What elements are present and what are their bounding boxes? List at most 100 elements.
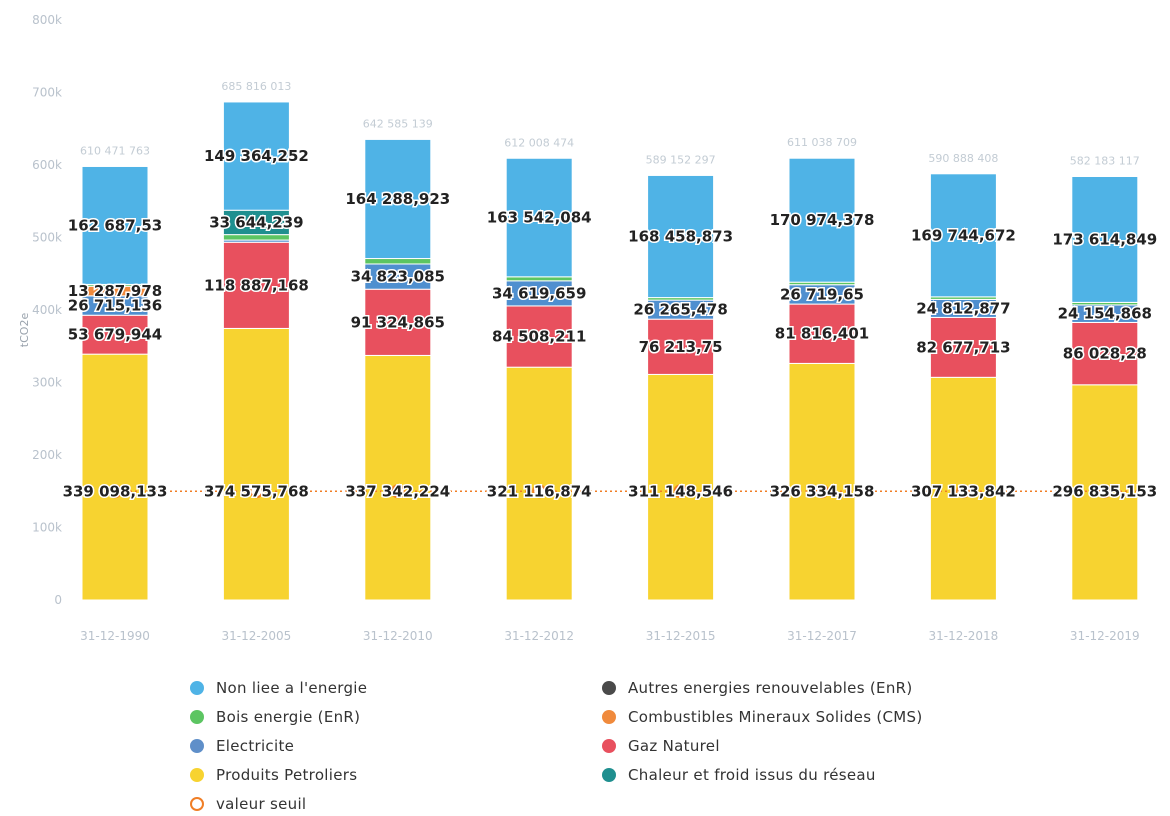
- bar-segment: [222, 241, 290, 329]
- legend-item[interactable]: Bois energie (EnR): [190, 706, 360, 728]
- total-labels: 610 471 763 685 816 013 642 585 139 612 008…: [80, 80, 1140, 168]
- data-label: 26 715,136: [68, 297, 162, 315]
- threshold-point: [108, 484, 122, 499]
- legend-item[interactable]: Combustibles Mineraux Solides (CMS): [602, 706, 923, 728]
- threshold-point: [815, 484, 829, 499]
- bar-segment: [788, 303, 856, 364]
- data-label: 26 265,478: [633, 301, 727, 319]
- y-tick-label: 800k: [32, 13, 62, 27]
- threshold-point: [1097, 484, 1112, 499]
- data-label: 374 575,768: [204, 482, 309, 500]
- threshold-point: [673, 484, 688, 499]
- bar-total-label: 582 183 117: [1070, 155, 1140, 168]
- data-label: 82 677,713: [916, 338, 1010, 356]
- y-tick-label: 400k: [32, 303, 62, 317]
- bar-segment: [505, 276, 573, 282]
- bar-total-label: 685 816 013: [221, 80, 291, 93]
- data-label: 33 644,239: [209, 213, 303, 231]
- bar-segment: [788, 362, 856, 601]
- bar-segment: [1071, 176, 1139, 303]
- legend-item[interactable]: Non liee a l'energie: [190, 677, 367, 699]
- legend-label: Electricite: [216, 737, 295, 755]
- legend-label: Gaz Naturel: [628, 737, 720, 755]
- x-tick-label: 31-12-2018: [929, 629, 999, 643]
- data-label: 86 028,28: [1063, 345, 1147, 363]
- y-axis-title: tCO2e: [18, 313, 31, 348]
- legend-item[interactable]: Autres energies renouvelables (EnR): [602, 677, 913, 699]
- x-tick-label: 31-12-2012: [504, 629, 574, 643]
- x-tick-label: 31-12-2019: [1070, 629, 1140, 643]
- bar-total-label: 590 888 408: [928, 152, 998, 165]
- data-label: 24 812,877: [916, 299, 1010, 317]
- data-label: 168 458,873: [628, 228, 733, 246]
- y-tick-label: 300k: [32, 376, 62, 390]
- data-label: 91 324,865: [351, 313, 445, 331]
- legend-dot-marker: [190, 739, 204, 753]
- data-label: 307 133,842: [911, 482, 1016, 500]
- bar-segment: [222, 234, 290, 241]
- bar-segment: [929, 316, 997, 378]
- legend-item[interactable]: Gaz Naturel: [602, 735, 720, 757]
- bar-segment: [505, 366, 573, 601]
- data-label: 118 887,168: [204, 276, 309, 294]
- legend-label: Produits Petroliers: [216, 766, 358, 784]
- legend-dot-marker: [190, 681, 204, 695]
- bar-segment: [81, 165, 149, 285]
- bar-segment: [222, 327, 290, 601]
- legend-label: Combustibles Mineraux Solides (CMS): [628, 708, 923, 726]
- y-tick-label: 500k: [32, 231, 62, 245]
- legend-label: Chaleur et froid issus du réseau: [628, 766, 876, 784]
- y-axis: 0 100k 200k 300k 400k 500k 600k 700k 800k: [32, 13, 62, 607]
- bar-segment: [647, 318, 715, 375]
- legend-item[interactable]: Electricite: [190, 735, 294, 757]
- y-tick-label: 100k: [32, 521, 62, 535]
- data-label: 24 154,868: [1058, 305, 1152, 323]
- x-tick-label: 31-12-2017: [787, 629, 857, 643]
- x-tick-label: 31-12-2010: [363, 629, 433, 643]
- threshold-point: [956, 484, 971, 499]
- bar-total-label: 612 008 474: [504, 136, 574, 149]
- bar-segment: [364, 288, 432, 356]
- data-label: 162 687,53: [68, 216, 162, 234]
- bar-segment: [222, 209, 290, 236]
- bar-total-label: 589 152 297: [646, 153, 716, 166]
- data-label: 164 288,923: [345, 190, 450, 208]
- bar-total-label: 642 585 139: [363, 117, 433, 130]
- legend-item[interactable]: Chaleur et froid issus du réseau: [602, 764, 876, 786]
- bar-total-label: 610 471 763: [80, 144, 150, 157]
- legend-dot-marker: [190, 710, 204, 724]
- x-tick-label: 31-12-1990: [80, 629, 150, 643]
- legend-label: Autres energies renouvelables (EnR): [628, 679, 913, 697]
- bar-segment: [81, 353, 149, 601]
- bar-segment: [1071, 321, 1139, 386]
- data-label: 296 835,153: [1052, 482, 1157, 500]
- data-label: 34 619,659: [492, 284, 586, 302]
- bar-segment: [788, 157, 856, 283]
- data-label: 76 213,75: [639, 338, 723, 356]
- legend-dot-marker: [190, 768, 204, 782]
- data-label: 170 974,378: [770, 211, 875, 229]
- bar-segment: [222, 101, 290, 211]
- data-label: 337 342,224: [345, 482, 450, 500]
- data-label: 326 334,158: [770, 482, 875, 500]
- y-tick-label: 600k: [32, 158, 62, 172]
- x-tick-label: 31-12-2015: [646, 629, 716, 643]
- bar-segment: [505, 305, 573, 368]
- data-label: 163 542,084: [487, 209, 592, 227]
- threshold-point: [249, 484, 264, 499]
- threshold-point: [532, 484, 547, 499]
- bar-segment: [505, 280, 573, 307]
- data-label: 149 364,252: [204, 147, 309, 165]
- legend-dot-marker: [602, 739, 616, 753]
- bar-segment: [364, 354, 432, 601]
- bar-segment: [364, 258, 432, 265]
- legend-item[interactable]: valeur seuil: [190, 793, 306, 815]
- data-label: 339 098,133: [63, 482, 168, 500]
- legend-label: valeur seuil: [216, 795, 307, 813]
- legend-item[interactable]: Produits Petroliers: [190, 764, 357, 786]
- data-label: 53 679,944: [68, 326, 162, 344]
- data-label: 26 719,65: [780, 285, 864, 303]
- bar-segment: [505, 157, 573, 278]
